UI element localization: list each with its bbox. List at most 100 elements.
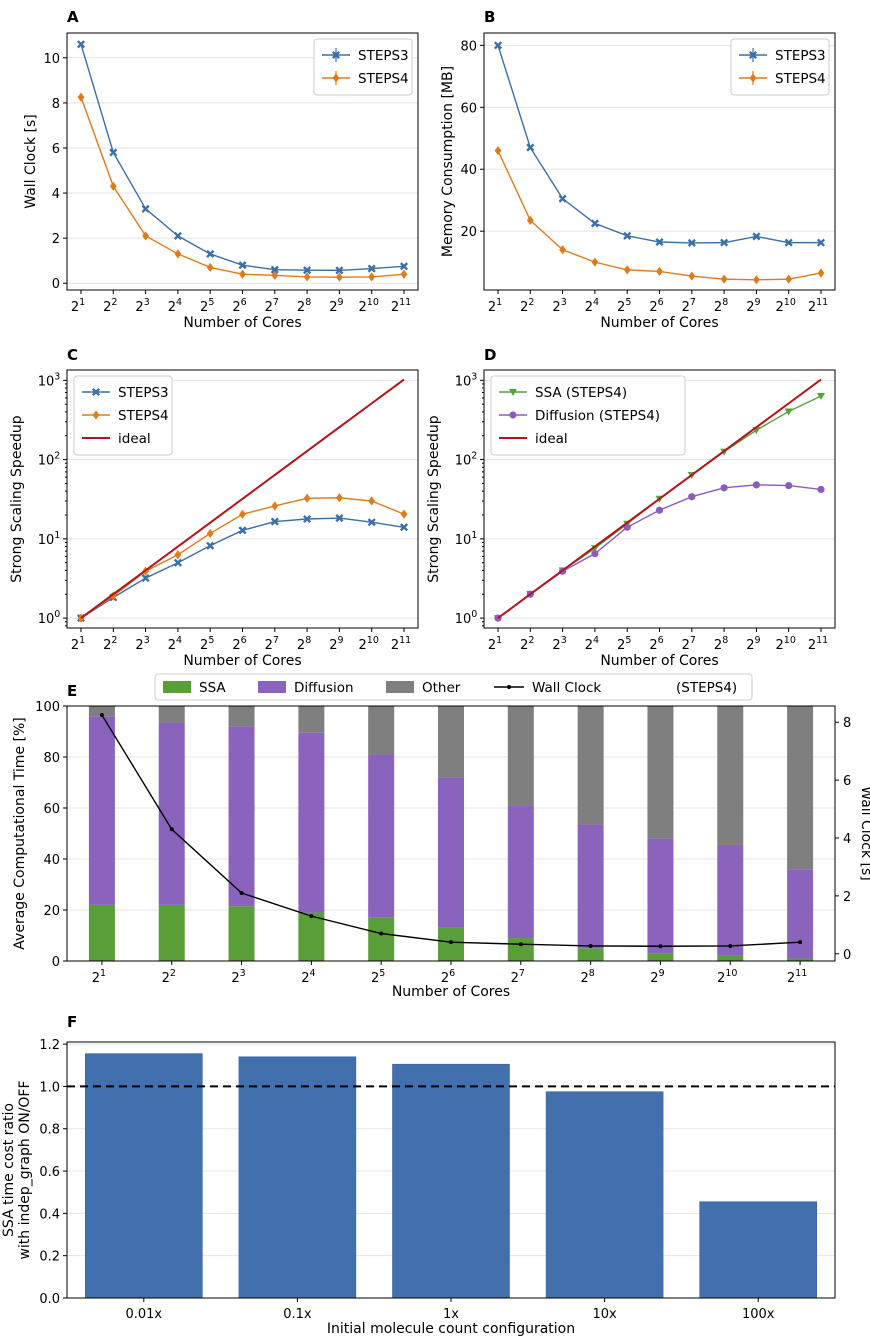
marker-x [367,518,376,527]
data-point [336,272,343,282]
data-point [816,238,826,247]
data-point [400,509,408,519]
plot-frame [483,32,836,291]
legend-label: ideal [535,431,568,447]
legend-label: Wall Clock [532,680,601,696]
marker-diamond [109,181,117,191]
data-point [303,514,312,524]
marker-x [784,238,793,247]
x-tick-label: 23 [552,297,566,315]
x-tick-label: 100x [742,1307,775,1322]
data-point [206,528,214,539]
wall-clock-point [588,943,593,948]
data-point [142,231,149,241]
data-point [590,219,599,228]
y-right-tick-label: 8 [843,716,851,731]
x-tick-label: 0.01x [125,1307,162,1322]
data-point [785,481,793,490]
data-point [367,264,376,273]
x-tick-label: 24 [585,635,599,653]
data-point [591,550,599,558]
legend-label: STEPS3 [775,48,826,64]
y-tick-label: 0 [52,955,60,970]
marker-x [623,231,632,240]
x-tick-label: 211 [787,968,807,986]
marker-x [206,541,215,550]
data-point [271,501,279,511]
x-tick-label: 27 [511,968,525,986]
y-tick-label: 6 [52,142,60,157]
data-point [687,238,696,247]
data-point [238,261,247,270]
marker-x [399,523,409,532]
data-point [141,204,150,213]
x-tick-label: 24 [168,297,182,315]
bar-ssa [647,953,674,961]
x-tick-label: 25 [371,968,385,986]
marker-diamond [817,268,825,278]
legend-label: Diffusion [294,680,354,696]
series-line-ideal [497,378,822,619]
y-tick-label: 8 [52,97,60,112]
data-point [206,249,215,258]
y-tick-label: 40 [460,163,477,178]
y-axis-label: Memory Consumption [MB] [440,66,456,257]
y-tick-label: 40 [43,853,60,868]
bar-diffusion [88,716,115,905]
data-point [141,574,150,583]
data-point [270,265,279,274]
marker-x [687,238,696,247]
x-tick-label: 23 [231,968,245,986]
bar-0.01x [85,1053,203,1299]
x-tick-label: 1x [443,1307,459,1322]
y-right-tick-label: 2 [843,890,851,905]
x-tick-label: 28 [714,297,728,315]
y-axis-label: Average Computational Time [%] [12,717,28,949]
marker-diamond [336,493,343,503]
data-point [368,272,376,282]
x-tick-label: 22 [520,635,534,653]
data-point [206,262,214,273]
marker-dot [658,944,663,949]
marker-x [91,387,101,397]
marker-dot [239,890,244,895]
x-tick-label: 29 [746,635,760,653]
y-tick-label: 101 [38,530,61,548]
panel-label: E [67,682,77,700]
marker-x [526,143,535,152]
marker-diamond [720,274,728,284]
data-point [526,215,534,225]
bar-diffusion [787,869,814,959]
bar-ssa [88,904,115,961]
y-axis-label-line2: with indep_graph ON/OFF [17,1080,33,1259]
legend-label: SSA [199,680,226,696]
data-point [399,523,409,532]
marker-circle [623,523,631,531]
x-tick-label: 21 [71,297,85,315]
marker-diamond [271,501,279,511]
data-point [784,238,793,247]
marker-x [238,526,247,535]
y-tick-label: 102 [455,451,478,469]
x-tick-label: 210 [717,968,737,986]
data-point [817,485,825,494]
x-tick-label: 24 [168,635,182,653]
legend-swatch [163,681,191,693]
y-axis-label: Strong Scaling Speedup [426,415,442,583]
marker-circle [688,493,696,501]
legend-label: ideal [118,431,151,447]
y-tick-label: 1.0 [39,1080,60,1095]
marker-diamond [174,249,182,259]
bar-ssa [507,938,534,961]
data-point [655,237,664,247]
y-right-tick-label: 6 [843,774,851,789]
data-point [270,517,279,526]
series-line-ideal [80,378,405,619]
data-point [752,481,761,489]
x-tick-label: 27 [265,635,279,653]
x-tick-label: 211 [391,297,411,315]
y-axis-label: Strong Scaling Speedup [9,415,25,583]
x-tick-label: 22 [103,297,117,315]
marker-x [752,232,761,241]
bar-ssa [368,917,395,961]
